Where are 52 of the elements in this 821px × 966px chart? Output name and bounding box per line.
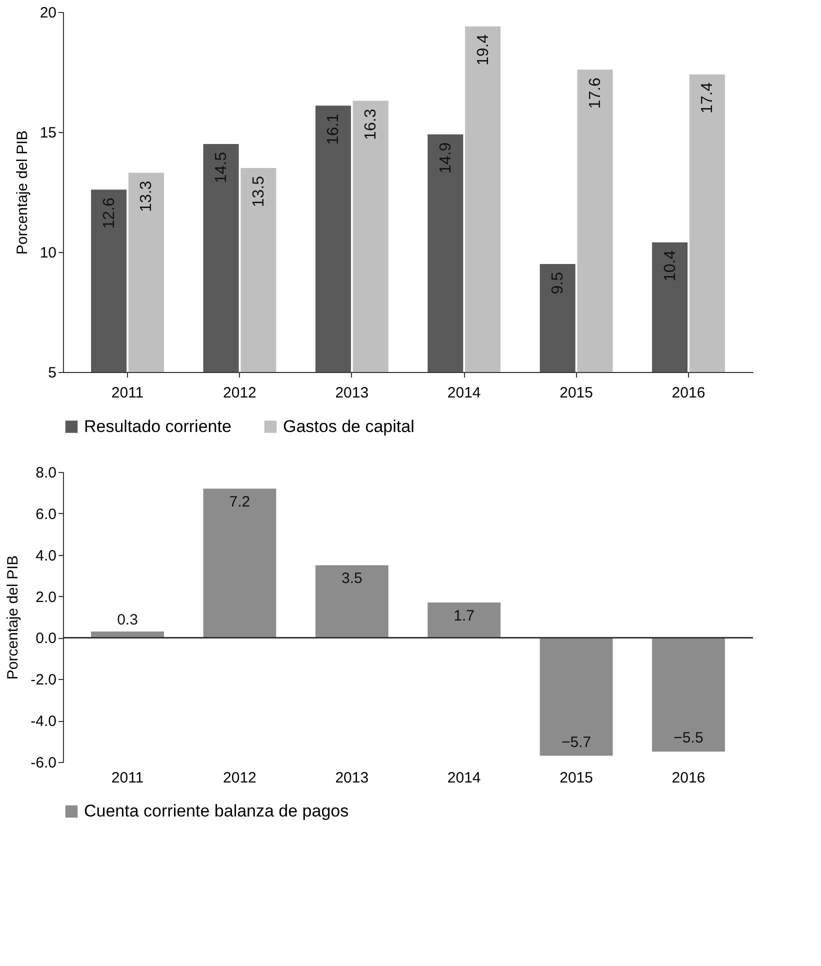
x-tick-label: 2011 — [111, 770, 144, 786]
data-label: 9.5 — [550, 272, 567, 294]
data-label: 7.2 — [229, 494, 250, 511]
x-tick-label: 2016 — [672, 384, 706, 402]
x-tick-label: 2013 — [335, 384, 369, 402]
data-label: 14.5 — [213, 152, 230, 184]
x-tick-label: 2012 — [223, 770, 256, 786]
data-label: 16.1 — [325, 114, 342, 145]
x-tick-label: 2015 — [560, 384, 593, 402]
data-label: 13.5 — [250, 176, 268, 208]
y-tick-label: 2.0 — [36, 588, 56, 606]
x-tick-label: 2014 — [447, 770, 481, 786]
y-tick-label: 0.0 — [36, 630, 56, 648]
x-tick-label: 2015 — [560, 770, 593, 786]
data-label: 16.3 — [362, 108, 380, 140]
data-label: 10.4 — [662, 250, 679, 282]
data-label: 0.3 — [117, 612, 138, 628]
y-tick-label: 5 — [48, 364, 56, 382]
x-tick-label: 2016 — [672, 770, 706, 786]
bar — [428, 602, 501, 638]
y-tick-label: 8.0 — [36, 464, 56, 482]
legend-label: Gastos de capital — [283, 416, 414, 436]
y-tick-label: 10 — [40, 244, 56, 262]
bar — [315, 565, 388, 638]
data-label: 12.6 — [100, 198, 118, 229]
y-tick-label: -6.0 — [30, 754, 56, 772]
data-label: 19.4 — [474, 34, 492, 66]
data-label: 3.5 — [341, 570, 362, 588]
y-tick-label: -4.0 — [30, 713, 56, 730]
legend-label: Resultado corriente — [84, 416, 232, 436]
x-tick-label: 2012 — [223, 384, 256, 402]
y-axis-title: Porcentaje del PIB — [4, 555, 22, 680]
data-label: 13.3 — [138, 180, 156, 212]
bar — [652, 638, 725, 752]
data-label: 1.7 — [454, 608, 475, 624]
y-tick-label: -2.0 — [30, 672, 56, 689]
data-label: −5.7 — [561, 734, 592, 751]
y-tick-label: 15 — [40, 124, 56, 142]
legend-label: Cuenta corriente balanza de pagos — [84, 802, 349, 820]
y-tick-label: 6.0 — [36, 506, 56, 523]
y-tick-label: 20 — [40, 4, 56, 22]
x-tick-label: 2014 — [447, 384, 481, 402]
y-tick-label: 4.0 — [36, 547, 56, 564]
data-label: 17.6 — [586, 78, 604, 109]
y-axis-title: Porcentaje del PIB — [14, 130, 31, 255]
data-label: −5.5 — [674, 730, 704, 747]
x-tick-label: 2013 — [335, 770, 369, 786]
data-label: 17.4 — [699, 82, 716, 114]
x-tick-label: 2011 — [111, 384, 144, 402]
data-label: 14.9 — [437, 142, 454, 174]
bar — [540, 638, 613, 756]
bar — [203, 488, 276, 638]
